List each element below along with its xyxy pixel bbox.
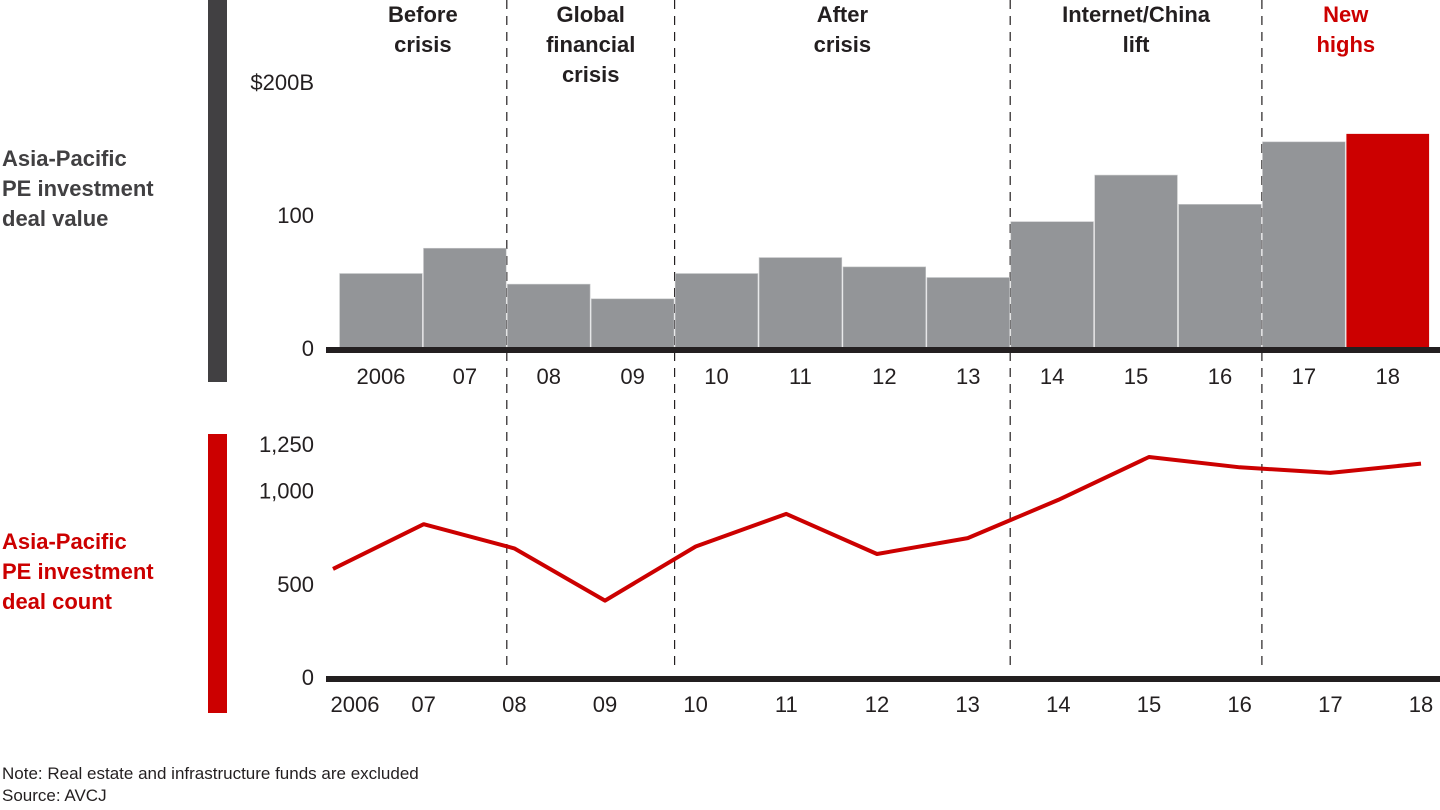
bar-18 xyxy=(1346,133,1430,348)
bar-x-tick-label: 18 xyxy=(1376,364,1400,389)
footer-source: Source: AVCJ xyxy=(2,786,107,805)
era-label-line: Internet/China xyxy=(1062,2,1211,27)
deal-count-title-line: Asia-Pacific xyxy=(2,529,127,554)
bar-16 xyxy=(1178,204,1262,349)
line-x-tick-label: 13 xyxy=(955,692,979,717)
bar-x-tick-label: 07 xyxy=(453,364,477,389)
line-x-axis-line xyxy=(326,676,1440,682)
line-x-tick-label: 07 xyxy=(411,692,435,717)
bar-x-axis: 2006 07 08 09 10 11 12 13 14 15 16 17 18 xyxy=(356,364,1400,389)
bar-y-tick-label: $200B xyxy=(250,70,314,95)
bar-07 xyxy=(423,247,507,349)
bar-y-tick-label: 0 xyxy=(302,336,314,361)
bar-17 xyxy=(1262,141,1346,349)
era-label-line: lift xyxy=(1123,32,1151,57)
deal-count-title-line: deal count xyxy=(2,589,113,614)
deal-count-line xyxy=(332,455,1422,603)
line-x-tick-label: 10 xyxy=(683,692,707,717)
line-x-tick-label: 08 xyxy=(502,692,526,717)
bar-13 xyxy=(926,277,1010,349)
line-x-tick-label: 14 xyxy=(1046,692,1070,717)
era-label-line: crisis xyxy=(562,62,620,87)
line-series xyxy=(332,455,1422,603)
line-x-tick-label: 18 xyxy=(1409,692,1433,717)
deal-value-side-bar xyxy=(208,0,227,382)
bar-14 xyxy=(1010,221,1094,349)
era-label-line: After xyxy=(817,2,869,27)
era-label-line: Before xyxy=(388,2,458,27)
era-label-line: highs xyxy=(1316,32,1375,57)
era-label: Before crisis xyxy=(388,2,458,57)
deal-value-title-line: Asia-Pacific xyxy=(2,146,127,171)
bar-x-tick-label: 10 xyxy=(704,364,728,389)
bar-x-tick-label: 08 xyxy=(537,364,561,389)
bar-10 xyxy=(674,273,759,349)
bar-09 xyxy=(590,298,675,349)
bar-x-axis-line xyxy=(326,347,1440,353)
line-y-axis: 0 500 1,000 1,250 xyxy=(259,432,314,690)
line-x-axis: 2006 07 08 09 10 11 12 13 14 15 16 17 18 xyxy=(331,692,1434,717)
line-x-tick-label: 12 xyxy=(865,692,889,717)
bar-08 xyxy=(507,283,591,349)
line-x-tick-label: 15 xyxy=(1137,692,1161,717)
bar-2006 xyxy=(339,273,423,349)
bar-15 xyxy=(1094,174,1178,349)
bar-x-tick-label: 2006 xyxy=(356,364,405,389)
footer-note: Note: Real estate and infrastructure fun… xyxy=(2,764,419,783)
era-label-line: crisis xyxy=(814,32,872,57)
deal-value-title-line: deal value xyxy=(2,206,108,231)
bar-y-axis: 0 100 $200B xyxy=(250,70,314,361)
bar-x-tick-label: 17 xyxy=(1292,364,1316,389)
bar-x-tick-label: 15 xyxy=(1124,364,1148,389)
bar-x-tick-label: 13 xyxy=(956,364,980,389)
bar-11 xyxy=(758,257,843,349)
era-label: New highs xyxy=(1316,2,1375,57)
bar-series xyxy=(339,133,1430,349)
line-x-tick-label: 09 xyxy=(593,692,617,717)
bar-x-tick-label: 16 xyxy=(1208,364,1232,389)
deal-count-title: Asia-Pacific PE investment deal count xyxy=(2,529,160,614)
deal-count-title-line: PE investment xyxy=(2,559,154,584)
bar-12 xyxy=(842,266,926,349)
bar-x-tick-label: 12 xyxy=(872,364,896,389)
bar-x-tick-label: 14 xyxy=(1040,364,1064,389)
deal-value-title: Asia-Pacific PE investment deal value xyxy=(2,146,160,231)
era-label-line: Global xyxy=(556,2,624,27)
bar-y-tick-label: 100 xyxy=(277,203,314,228)
line-x-tick-label: 17 xyxy=(1318,692,1342,717)
line-x-tick-label: 2006 xyxy=(331,692,380,717)
line-y-tick-label: 1,000 xyxy=(259,479,314,504)
line-x-tick-label: 16 xyxy=(1227,692,1251,717)
era-label: Global financial crisis xyxy=(546,2,635,87)
line-y-tick-label: 0 xyxy=(302,665,314,690)
line-y-tick-label: 500 xyxy=(277,572,314,597)
era-label: Internet/China lift xyxy=(1062,2,1211,57)
line-y-tick-label: 1,250 xyxy=(259,432,314,457)
era-label-line: New xyxy=(1323,2,1369,27)
era-label-line: financial xyxy=(546,32,635,57)
bar-x-tick-label: 11 xyxy=(789,364,812,389)
bar-x-tick-label: 09 xyxy=(620,364,644,389)
era-label: After crisis xyxy=(814,2,872,57)
deal-count-side-bar xyxy=(208,434,227,713)
line-x-tick-label: 11 xyxy=(775,692,798,717)
deal-value-title-line: PE investment xyxy=(2,176,154,201)
era-labels: Before crisis Global financial crisis After cr… xyxy=(388,2,1375,87)
era-label-line: crisis xyxy=(394,32,452,57)
